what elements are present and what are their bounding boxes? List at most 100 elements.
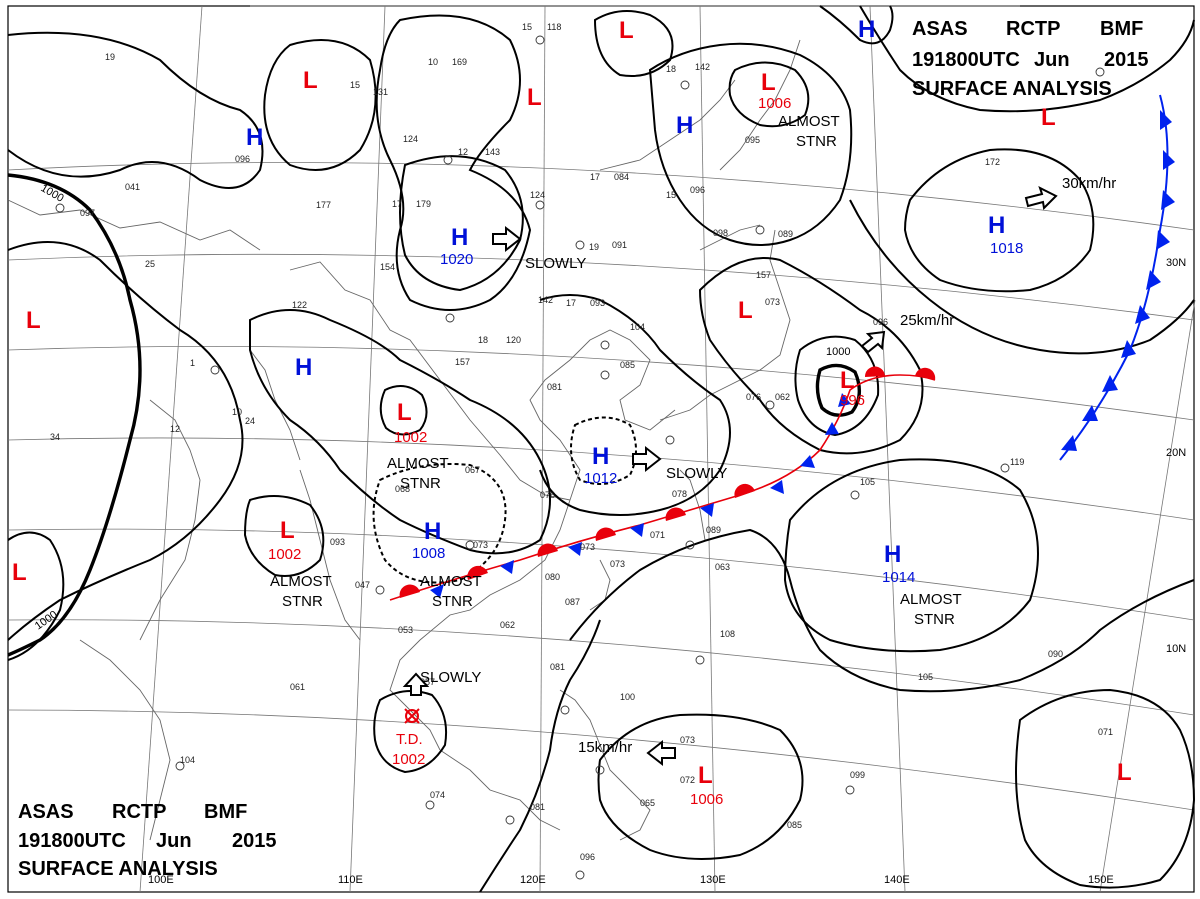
header-year: 2015: [232, 830, 277, 852]
high-pressure-value: 1014: [882, 569, 915, 586]
isobars: [7, 5, 1196, 893]
svg-text:068: 068: [395, 484, 410, 494]
low-center: L: [1117, 759, 1132, 786]
svg-text:169: 169: [452, 57, 467, 67]
low-center: L: [1041, 104, 1056, 131]
svg-text:124: 124: [403, 134, 418, 144]
svg-text:108: 108: [720, 629, 735, 639]
movement-label: SLOWLY: [525, 255, 586, 272]
lat-label-30n: 30N: [1166, 257, 1186, 269]
svg-text:091: 091: [612, 240, 627, 250]
lon-label-140e: 140E: [884, 874, 910, 886]
arrow-left-icon: [646, 739, 676, 767]
lat-label-10n: 10N: [1166, 643, 1186, 655]
low-pressure-value: 1002: [394, 429, 427, 446]
header-time: 191800UTC: [912, 49, 1020, 71]
svg-text:143: 143: [485, 147, 500, 157]
low-center: L: [527, 84, 542, 111]
svg-text:119: 119: [1010, 457, 1024, 467]
header-time: 191800UTC: [18, 830, 126, 852]
low-pressure-value: 1006: [690, 791, 723, 808]
low-center: L: [303, 67, 318, 94]
low-center: L: [840, 367, 855, 394]
svg-text:172: 172: [985, 157, 1000, 167]
low-center: L: [761, 69, 776, 96]
svg-text:12: 12: [170, 424, 180, 434]
header-month: Jun: [156, 830, 192, 852]
svg-text:071: 071: [650, 530, 665, 540]
svg-text:067: 067: [465, 465, 480, 475]
svg-text:124: 124: [530, 190, 545, 200]
movement-label: 25km/hr: [900, 312, 954, 329]
svg-text:093: 093: [330, 537, 345, 547]
high-centers: H H H H 1020 H H 1018 H 1012 H 1008 H 10…: [246, 16, 1023, 586]
svg-text:096: 096: [873, 317, 888, 327]
header-station: RCTP: [112, 801, 166, 823]
svg-text:097: 097: [80, 208, 95, 218]
header-top: ASAS RCTP BMF 191800UTC Jun 2015 SURFACE…: [912, 18, 1149, 100]
low-center: L: [738, 297, 753, 324]
svg-text:096: 096: [690, 185, 705, 195]
low-center: L: [12, 559, 27, 586]
stationary-label: STNR: [914, 611, 955, 628]
arrow-right-icon: [1024, 186, 1058, 211]
svg-text:104: 104: [180, 755, 195, 765]
svg-text:34: 34: [50, 432, 60, 442]
svg-text:122: 122: [292, 300, 307, 310]
svg-text:096: 096: [580, 852, 595, 862]
header-title: SURFACE ANALYSIS: [912, 78, 1112, 100]
movement-label: SLOWLY: [666, 465, 727, 482]
svg-text:099: 099: [850, 770, 865, 780]
low-pressure-value: 996: [840, 392, 865, 409]
high-center: H: [451, 224, 468, 251]
high-pressure-value: 1008: [412, 545, 445, 562]
svg-text:105: 105: [860, 477, 875, 487]
low-centers: L L L L 1006 L L L L 1002 L 996 L 1002 L…: [12, 17, 1132, 808]
lon-label-150e: 150E: [1088, 874, 1114, 886]
stationary-label: ALMOST: [387, 455, 449, 472]
svg-text:078: 078: [672, 489, 687, 499]
low-center: L: [619, 17, 634, 44]
lon-label-120e: 120E: [520, 874, 546, 886]
movement-label: SLOWLY: [420, 669, 481, 686]
svg-text:080: 080: [545, 572, 560, 582]
svg-text:104: 104: [630, 322, 645, 332]
svg-text:089: 089: [778, 229, 793, 239]
svg-text:073: 073: [580, 542, 595, 552]
stationary-labels: ALMOST STNR ALMOST STNR ALMOST STNR ALMO…: [270, 113, 962, 628]
svg-text:15: 15: [666, 190, 676, 200]
graticule: [7, 5, 1196, 893]
svg-text:120: 120: [506, 335, 521, 345]
svg-text:093: 093: [590, 298, 605, 308]
svg-text:073: 073: [765, 297, 780, 307]
svg-text:081: 081: [550, 662, 565, 672]
low-pressure-value: 1006: [758, 95, 791, 112]
stationary-label: ALMOST: [900, 591, 962, 608]
low-center: L: [280, 517, 295, 544]
high-pressure-value: 1018: [990, 240, 1023, 257]
td-label: T.D.: [396, 731, 423, 748]
svg-text:17: 17: [566, 298, 576, 308]
low-pressure-value: 1002: [268, 546, 301, 563]
svg-text:18: 18: [478, 335, 488, 345]
svg-text:154: 154: [380, 262, 395, 272]
high-center: H: [858, 16, 875, 43]
svg-text:100: 100: [620, 692, 635, 702]
lat-labels: 10N 20N 30N: [1166, 257, 1186, 655]
svg-text:177: 177: [316, 200, 331, 210]
svg-text:053: 053: [398, 625, 413, 635]
high-pressure-value: 1020: [440, 251, 473, 268]
svg-text:24: 24: [245, 416, 255, 426]
svg-text:12: 12: [458, 147, 468, 157]
svg-text:073: 073: [473, 540, 488, 550]
cold-front: [1059, 94, 1175, 461]
arrow-up-right-icon: [860, 330, 886, 354]
arrow-right-icon: [632, 445, 662, 473]
svg-text:062: 062: [500, 620, 515, 630]
svg-text:15: 15: [350, 80, 360, 90]
high-center: H: [246, 124, 263, 151]
movement-labels: SLOWLY SLOWLY SLOWLY 30km/hr 25km/hr 15k…: [420, 175, 1116, 756]
lon-label-130e: 130E: [700, 874, 726, 886]
